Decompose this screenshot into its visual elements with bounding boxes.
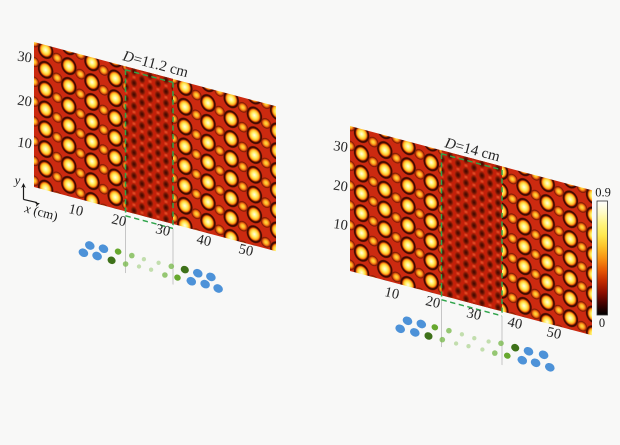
svg-text:20: 20	[16, 93, 33, 111]
svg-text:0.9: 0.9	[595, 186, 611, 200]
svg-text:50: 50	[237, 241, 255, 260]
svg-text:10: 10	[16, 135, 33, 153]
svg-text:30: 30	[465, 305, 483, 324]
svg-text:50: 50	[545, 324, 563, 343]
svg-text:40: 40	[506, 314, 524, 333]
svg-text:30: 30	[16, 49, 33, 67]
svg-text:0: 0	[599, 316, 605, 330]
svg-text:20: 20	[110, 211, 128, 230]
svg-text:10: 10	[332, 216, 349, 234]
svg-text:10: 10	[67, 201, 85, 220]
svg-text:10: 10	[383, 284, 401, 303]
svg-text:40: 40	[195, 231, 213, 250]
svg-text:30: 30	[332, 138, 349, 156]
svg-text:20: 20	[332, 178, 349, 196]
svg-text:20: 20	[424, 293, 442, 312]
svg-text:y: y	[13, 173, 21, 188]
svg-text:30: 30	[154, 221, 172, 240]
